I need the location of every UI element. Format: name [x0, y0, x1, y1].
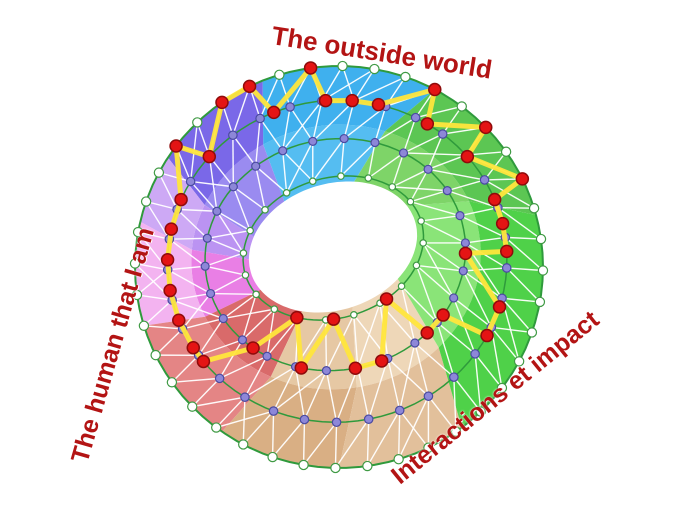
- mesh-lines: [134, 65, 544, 469]
- path-nodes: [160, 61, 530, 376]
